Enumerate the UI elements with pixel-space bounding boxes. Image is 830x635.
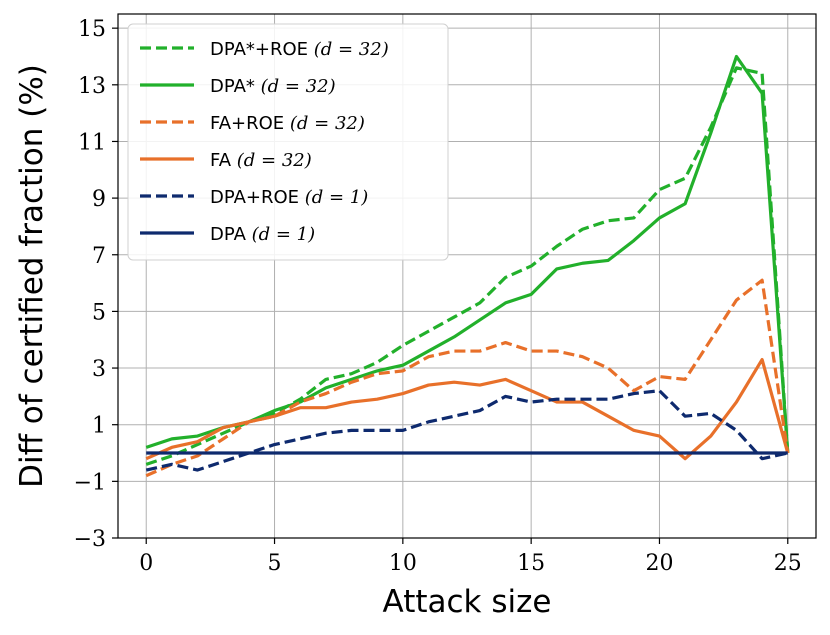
legend-label-dpa-star: DPA* (d = 32) [210,76,336,97]
legend: DPA*+ROE (d = 32) DPA* (d = 32) FA+ROE (d … [127,23,449,261]
y-tick-label: 5 [92,300,106,325]
y-axis-title: Diff of certified fraction (%) [14,64,50,488]
series-lines [145,54,790,478]
legend-label-dpa: DPA (d = 1) [210,224,315,245]
legend-label-fa-plus-roe: FA+ROE (d = 32) [210,113,365,134]
legend-label-fa: FA (d = 32) [210,150,312,171]
y-tick-label: 13 [78,74,106,99]
y-tick-label: −1 [74,470,106,495]
x-tick-label: 25 [774,551,802,576]
legend-label-dpa-plus-roe: DPA+ROE (d = 1) [210,187,368,208]
legend-label-dpa-star-plus-roe: DPA*+ROE (d = 32) [210,39,389,60]
y-tick-label: 9 [92,187,106,212]
x-tick-label: 15 [517,551,545,576]
x-tick-label: 5 [268,551,282,576]
y-tick-label: 15 [78,17,106,42]
series-line-dpa-plus-roe [145,389,789,472]
x-tick-label: 20 [645,551,673,576]
axes-frame [117,13,817,539]
x-tick-label: 0 [139,551,153,576]
y-tick-label: 3 [92,357,106,382]
x-axis-title: Attack size [383,584,552,620]
y-tick-label: −3 [74,527,106,552]
x-tick-label: 10 [389,551,417,576]
series-line-fa [145,357,790,461]
legend-box [127,23,449,261]
y-tick-label: 1 [92,414,106,439]
y-tick-label: 11 [78,130,106,155]
y-tick-label: 7 [92,244,106,269]
